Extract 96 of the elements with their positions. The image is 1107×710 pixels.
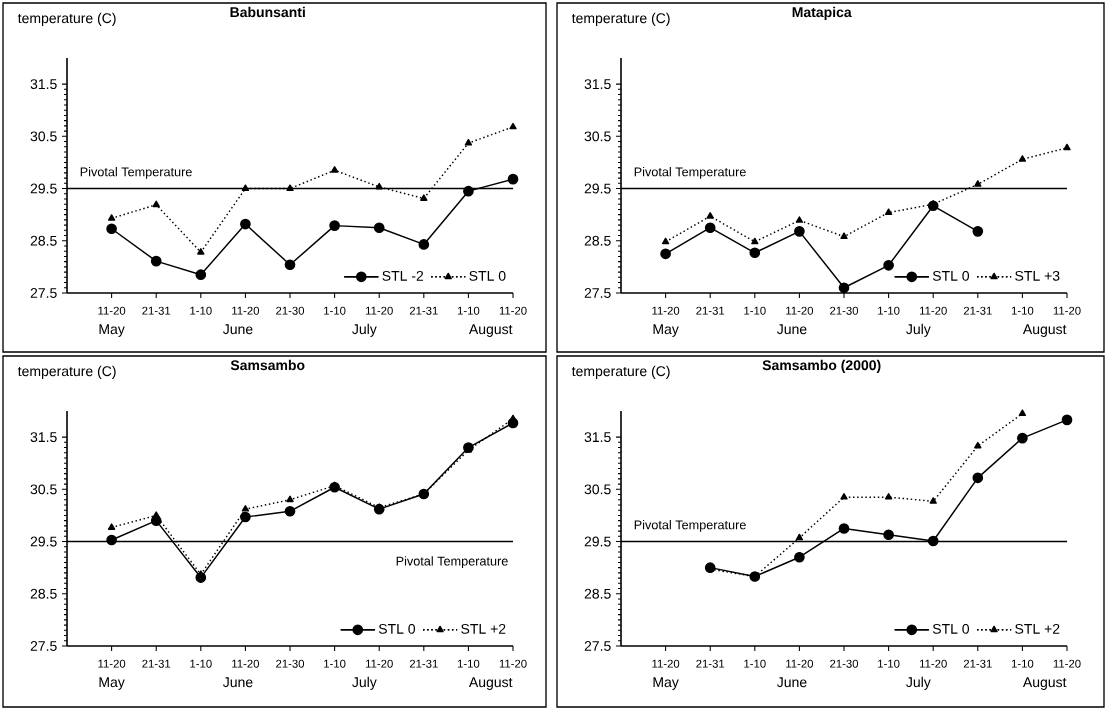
text: June [222,677,253,688]
y-tick-label: 28.5 [30,235,57,246]
legend-label: STL 0 [378,623,416,634]
legend-label: STL 0 [932,623,970,634]
x-tick-label: 1-10 [324,306,346,315]
x-tick-label: 11-20 [652,659,680,668]
y-tick-label: 30.5 [30,131,57,142]
x-tick-label: 1-10 [190,306,212,315]
x-tick-label: 21-31 [142,659,171,668]
text: July [352,323,377,337]
legend-label: STL +2 [461,623,506,634]
x-tick-label: 11-20 [1053,659,1081,668]
x-tick-label: 11-20 [499,659,527,668]
y-tick-label: 30.5 [584,131,611,142]
y-tick-label: 31.5 [30,432,57,443]
y-tick-label: 28.5 [30,588,57,599]
legend-label: STL -2 [382,270,424,281]
x-tick-label: 21-31 [696,659,725,668]
x-tick-label: 11-20 [232,306,260,315]
x-tick-label: 11-20 [365,659,393,668]
y-tick-label: 29.5 [30,536,57,547]
text: August [468,324,513,337]
text: July [906,323,931,337]
y-axis-title: temperature (C) [571,12,670,26]
x-tick-label: 11-20 [919,306,947,315]
y-tick-label: 27.5 [30,641,57,651]
x-tick-label: 1-10 [457,659,480,668]
text: August [468,677,513,690]
x-tick-label: 11-20 [786,659,814,668]
ref-line-label: Pivotal Temperature [634,520,746,532]
ref-line-label: Pivotal Temperature [396,556,508,569]
x-tick-label: 21-31 [142,306,171,315]
x-tick-label: 1-10 [878,659,900,668]
x-tick-label: 21-30 [830,306,859,315]
y-tick-label: 28.5 [584,588,611,599]
x-tick-label: 11-20 [919,659,947,668]
text: May [99,677,125,690]
y-tick-label: 27.5 [30,288,57,298]
chart-title: Samsambo (2000) [762,359,881,373]
x-tick-label: 11-20 [1053,306,1081,315]
text: May [99,324,125,337]
y-tick-label: 29.5 [30,183,57,194]
y-tick-label: 29.5 [584,183,611,194]
x-tick-label: 1-10 [878,306,900,315]
x-tick-label: 21-31 [409,659,438,668]
chart-title: Babunsanti [230,6,305,18]
text: June [776,677,807,688]
legend-label: STL +2 [1015,623,1060,634]
x-tick-label: 21-31 [409,306,438,315]
x-tick-label: 1-10 [190,659,212,668]
ref-line-label: Pivotal Temperature [80,167,192,179]
text: July [352,676,377,690]
y-tick-label: 28.5 [584,235,611,246]
y-tick-label: 27.5 [584,288,611,298]
legend-label: STL +3 [1015,270,1060,281]
y-axis-title: temperature (C) [17,12,116,26]
x-tick-label: 1-10 [1011,659,1034,668]
x-tick-label: 1-10 [457,306,480,315]
x-tick-label: 1-10 [744,306,766,315]
y-tick-label: 29.5 [584,536,611,547]
text: August [1022,324,1067,337]
x-tick-label: 1-10 [1011,306,1034,315]
x-tick-label: 11-20 [365,306,393,315]
text: June [222,324,253,335]
x-tick-label: 21-30 [276,306,305,315]
text: June [776,324,807,335]
x-tick-label: 1-10 [744,659,766,668]
y-axis-title: temperature (C) [571,365,670,379]
y-tick-label: 31.5 [584,79,611,90]
text: July [906,676,931,690]
x-tick-label: 11-20 [786,306,814,315]
y-tick-label: 27.5 [584,641,611,651]
chart-title: Samsambo [230,359,305,371]
x-tick-label: 21-30 [276,659,305,668]
legend-label: STL 0 [932,270,970,281]
x-tick-label: 21-30 [830,659,859,668]
text: May [653,677,679,690]
y-tick-label: 31.5 [30,79,57,90]
x-tick-label: 1-10 [324,659,346,668]
chart-title: Matapica [792,6,852,20]
x-tick-label: 11-20 [499,306,527,315]
text: May [653,324,679,337]
x-tick-label: 21-31 [696,306,725,315]
ref-line-label: Pivotal Temperature [634,167,746,179]
y-tick-label: 30.5 [584,484,611,495]
x-tick-label: 21-31 [963,306,992,315]
x-tick-label: 11-20 [232,659,260,668]
x-tick-label: 11-20 [98,659,126,668]
text: August [1022,677,1067,690]
legend-label: STL 0 [469,270,506,281]
y-tick-label: 31.5 [584,432,611,443]
x-tick-label: 21-31 [963,659,992,668]
y-axis-title: temperature (C) [17,365,116,379]
y-tick-label: 30.5 [30,484,57,495]
x-tick-label: 11-20 [98,306,126,315]
x-tick-label: 11-20 [652,306,680,315]
